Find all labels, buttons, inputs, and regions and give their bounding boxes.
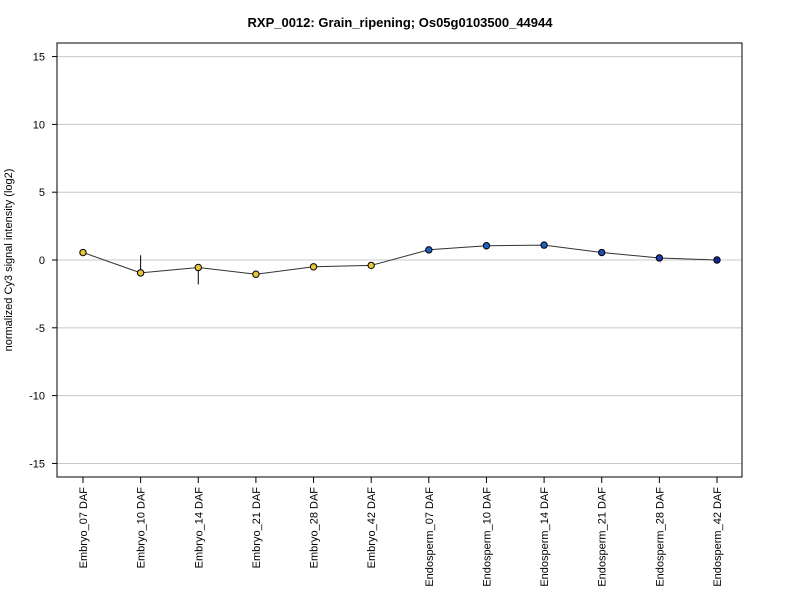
plot-frame (56, 42, 743, 478)
data-point (252, 270, 260, 278)
x-tick-label: Embryo_21 DAF (251, 487, 263, 569)
data-point (79, 248, 87, 257)
chart-title: RXP_0012: Grain_ripening; Os05g0103500_4… (248, 15, 554, 30)
y-tick-label: 0 (39, 255, 45, 267)
x-tick-label: Endosperm_10 DAF (481, 487, 493, 587)
data-point (598, 248, 606, 257)
x-tick-label: Embryo_14 DAF (193, 487, 205, 569)
x-tick-label: Embryo_07 DAF (78, 487, 90, 569)
data-point (194, 263, 202, 272)
data-point (540, 241, 548, 249)
x-tick-label: Embryo_42 DAF (366, 487, 378, 569)
data-point (655, 254, 664, 262)
y-tick-label: 15 (33, 52, 45, 64)
data-point (482, 242, 491, 250)
data-point (713, 256, 721, 264)
data-point (367, 261, 375, 270)
y-tick-label: 5 (39, 187, 45, 199)
x-tick-label: Embryo_10 DAF (136, 487, 148, 569)
y-axis-label: normalized Cy3 signal intensity (log2) (3, 169, 15, 352)
data-point (309, 263, 318, 271)
y-tick-label: -10 (29, 391, 45, 403)
y-axis: 15 10 5 0 -5 -10 -15 (29, 52, 57, 470)
y-tick-label: -5 (35, 323, 45, 335)
x-tick-label: Embryo_28 DAF (309, 487, 321, 569)
x-tick-label: Endosperm_14 DAF (539, 487, 551, 587)
data-series (79, 241, 721, 285)
series-line (82, 244, 718, 275)
gridlines (57, 56, 742, 464)
x-tick-label: Endosperm_21 DAF (597, 487, 609, 587)
data-point (136, 269, 145, 277)
x-tick-label: Endosperm_28 DAF (654, 487, 666, 587)
x-axis: Embryo_07 DAF Embryo_10 DAF Embryo_14 DAF E… (78, 477, 724, 587)
y-tick-label: 10 (33, 119, 45, 131)
data-point (425, 246, 433, 254)
x-tick-label: Endosperm_42 DAF (712, 487, 724, 587)
y-tick-label: -15 (29, 458, 45, 470)
x-tick-label: Endosperm_07 DAF (424, 487, 436, 587)
